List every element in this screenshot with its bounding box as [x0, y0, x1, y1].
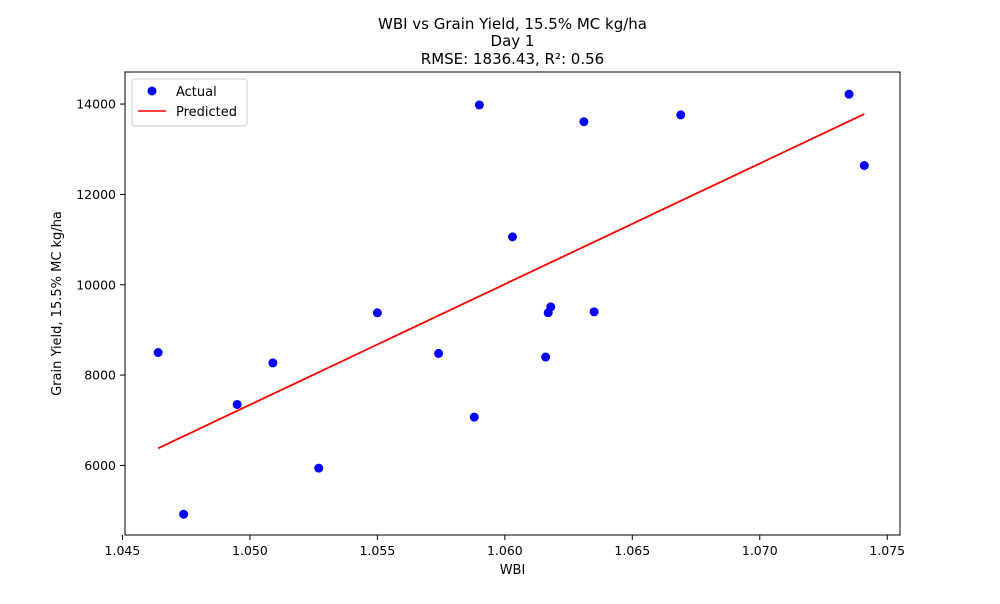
chart-title: WBI vs Grain Yield, 15.5% MC kg/ha Day 1…	[378, 15, 647, 68]
y-tick-label: 8000	[84, 368, 116, 383]
x-tick-label: 1.075	[869, 543, 905, 558]
scatter-point-actual	[153, 348, 163, 358]
scatter-point-actual	[546, 302, 556, 312]
y-axis-ticks: 6000 8000 10000 12000 14000	[76, 97, 125, 473]
scatter-point-actual	[579, 117, 589, 127]
legend-box	[131, 78, 248, 127]
chart-title-line-3: RMSE: 1836.43, R²: 0.56	[421, 50, 604, 68]
predicted-line	[157, 113, 865, 450]
y-tick-label: 6000	[84, 458, 116, 473]
scatter-point-actual	[434, 348, 444, 358]
legend-label-predicted: Predicted	[176, 105, 237, 120]
scatter-point-actual	[508, 232, 517, 242]
y-tick-label: 12000	[76, 187, 116, 202]
y-axis-label: Grain Yield, 15.5% MC kg/ha	[50, 211, 65, 396]
scatter-point-actual	[179, 509, 189, 519]
x-axis-ticks: 1.045 1.050 1.055 1.060 1.065 1.070 1.075	[105, 535, 905, 558]
plot-area	[153, 89, 869, 519]
scatter-point-actual	[676, 110, 686, 120]
legend-label-actual: Actual	[176, 85, 217, 100]
chart-title-line-1: WBI vs Grain Yield, 15.5% MC kg/ha	[378, 15, 647, 33]
chart-title-line-2: Day 1	[491, 32, 535, 50]
x-tick-label: 1.045	[105, 543, 141, 558]
legend-marker-actual	[147, 86, 157, 96]
scatter-point-actual	[232, 399, 242, 409]
scatter-point-actual	[469, 412, 479, 422]
legend: Actual Predicted	[131, 78, 248, 127]
x-tick-label: 1.065	[614, 543, 650, 558]
scatter-point-actual	[268, 358, 278, 368]
scatter-point-actual	[314, 463, 324, 473]
x-tick-label: 1.050	[232, 543, 268, 558]
x-tick-label: 1.055	[359, 543, 395, 558]
x-tick-label: 1.060	[487, 543, 523, 558]
scatter-point-actual	[541, 352, 551, 362]
scatter-point-actual	[844, 89, 854, 99]
y-tick-label: 10000	[76, 277, 116, 292]
scatter-point-actual	[474, 100, 484, 110]
scatter-point-actual	[372, 308, 382, 318]
x-axis-label: WBI	[500, 563, 526, 578]
x-tick-label: 1.070	[742, 543, 778, 558]
scatter-point-actual	[859, 161, 869, 171]
plot-frame	[124, 71, 901, 536]
scatter-point-actual	[589, 307, 599, 317]
y-tick-label: 14000	[76, 97, 116, 112]
